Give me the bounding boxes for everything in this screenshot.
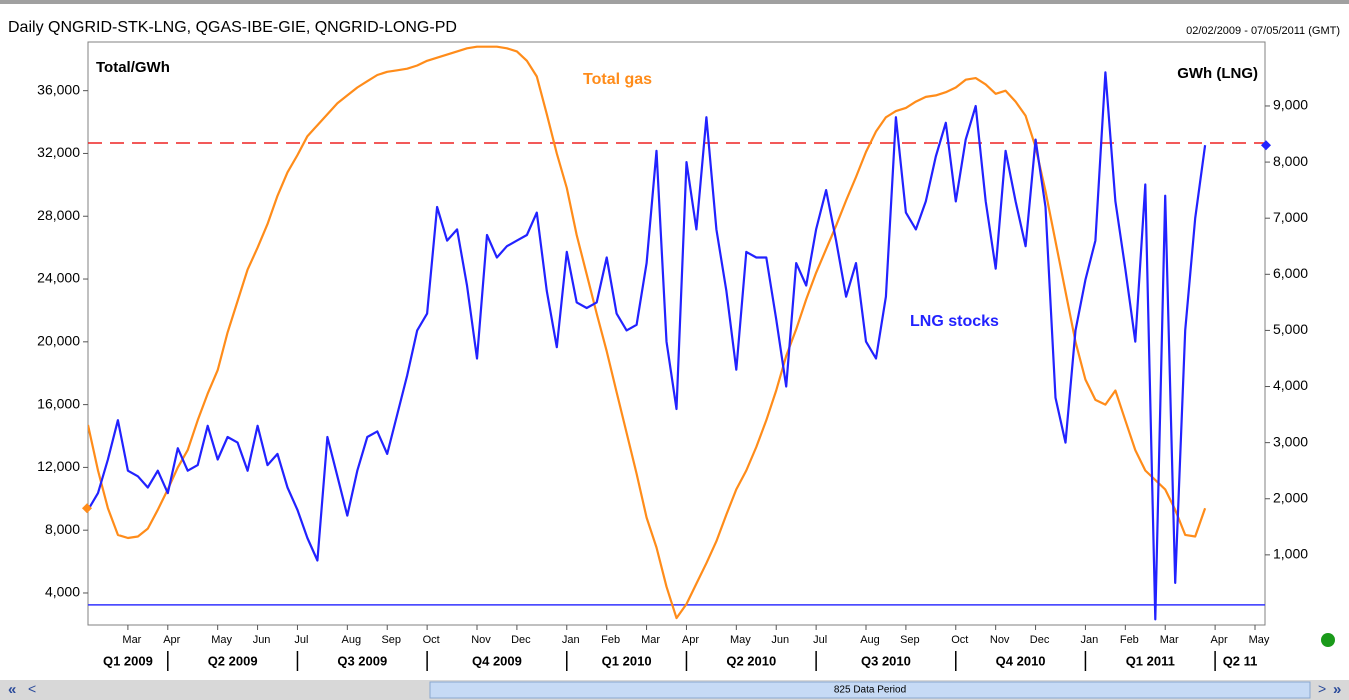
x-tick-label: Mar: [122, 634, 141, 646]
chart-title: Daily QNGRID-STK-LNG, QGAS-IBE-GIE, QNGR…: [8, 19, 457, 36]
x-tick-label: Jun: [253, 634, 271, 646]
annotation: Total gas: [583, 71, 652, 88]
quarter-label: Q2 11: [1223, 653, 1258, 668]
quarter-label: Q2 2009: [208, 653, 258, 668]
y2-axis-label: GWh (LNG): [1177, 65, 1258, 82]
quarter-label: Q4 2009: [472, 653, 522, 668]
scroll-thumb[interactable]: [429, 681, 1311, 699]
date-range: 02/02/2009 - 07/05/2011 (GMT): [1186, 25, 1340, 37]
y2-tick-label: 4,000: [1273, 377, 1308, 393]
x-tick-label: Apr: [1211, 634, 1228, 646]
annotation: LNG stocks: [910, 313, 999, 330]
quarter-label: Q3 2010: [861, 653, 911, 668]
plot-lines: [88, 45, 1207, 621]
y-tick-label: 8,000: [45, 521, 80, 537]
y-tick-label: 16,000: [37, 395, 80, 411]
quarter-label: Q1 2011: [1126, 653, 1175, 668]
x-tick-label: May: [730, 634, 751, 646]
x-tick-label: Aug: [342, 634, 362, 646]
quarter-label: Q1 2010: [602, 653, 652, 668]
x-tick-label: May: [211, 634, 232, 646]
x-tick-label: Dec: [1030, 634, 1050, 646]
x-tick-label: Nov: [471, 634, 491, 646]
scroll-next[interactable]: >: [1318, 681, 1326, 697]
x-tick-label: Jul: [813, 634, 827, 646]
y-tick-label: 28,000: [37, 207, 80, 223]
quarter-label: Q3 2009: [337, 653, 387, 668]
x-tick-label: Aug: [860, 634, 880, 646]
quarter-label: Q2 2010: [726, 653, 776, 668]
y2-tick-label: 7,000: [1273, 209, 1308, 225]
y-tick-label: 32,000: [37, 144, 80, 160]
x-tick-label: Mar: [1160, 634, 1179, 646]
status-dot: [1321, 633, 1335, 647]
x-tick-label: Sep: [381, 634, 401, 646]
y-tick-label: 24,000: [37, 270, 80, 286]
x-tick-label: Mar: [641, 634, 660, 646]
scroll-prev[interactable]: <: [28, 681, 36, 697]
y-axis-label: Total/GWh: [96, 59, 170, 76]
scroll-last[interactable]: »: [1333, 681, 1341, 698]
x-tick-label: Feb: [1120, 634, 1139, 646]
quarter-label: Q1 2009: [103, 653, 153, 668]
x-tick-label: Feb: [601, 634, 620, 646]
x-tick-label: May: [1249, 634, 1270, 646]
y2-tick-label: 3,000: [1273, 433, 1308, 449]
y-tick-label: 4,000: [45, 584, 80, 600]
quarter-label: Q4 2010: [996, 653, 1046, 668]
y2-tick-label: 6,000: [1273, 265, 1308, 281]
y2-tick-label: 5,000: [1273, 321, 1308, 337]
last-value-marker: [1261, 140, 1271, 151]
scroll-label: 825 Data Period: [834, 685, 906, 696]
x-tick-label: Oct: [951, 634, 968, 646]
y-tick-label: 20,000: [37, 333, 80, 349]
x-tick-label: Apr: [682, 634, 699, 646]
x-tick-label: Jan: [562, 634, 580, 646]
plot-area: [87, 41, 1266, 626]
y-tick-label: 12,000: [37, 458, 80, 474]
x-tick-label: Apr: [163, 634, 180, 646]
x-tick-label: Jun: [771, 634, 789, 646]
x-tick-label: Sep: [900, 634, 920, 646]
y-tick-label: 36,000: [37, 81, 80, 97]
y2-tick-label: 1,000: [1273, 546, 1308, 562]
series-line: [88, 71, 1207, 621]
top-border: [0, 0, 1349, 4]
x-tick-label: Jul: [294, 634, 308, 646]
y2-tick-label: 8,000: [1273, 153, 1308, 169]
x-tick-label: Jan: [1081, 634, 1099, 646]
y2-tick-label: 9,000: [1273, 97, 1308, 113]
x-tick-label: Nov: [990, 634, 1010, 646]
scroll-first[interactable]: «: [8, 681, 16, 698]
y2-tick-label: 2,000: [1273, 489, 1308, 505]
x-tick-label: Oct: [423, 634, 440, 646]
x-tick-label: Dec: [511, 634, 531, 646]
last-value-marker: [82, 503, 92, 514]
series-line: [88, 45, 1207, 620]
